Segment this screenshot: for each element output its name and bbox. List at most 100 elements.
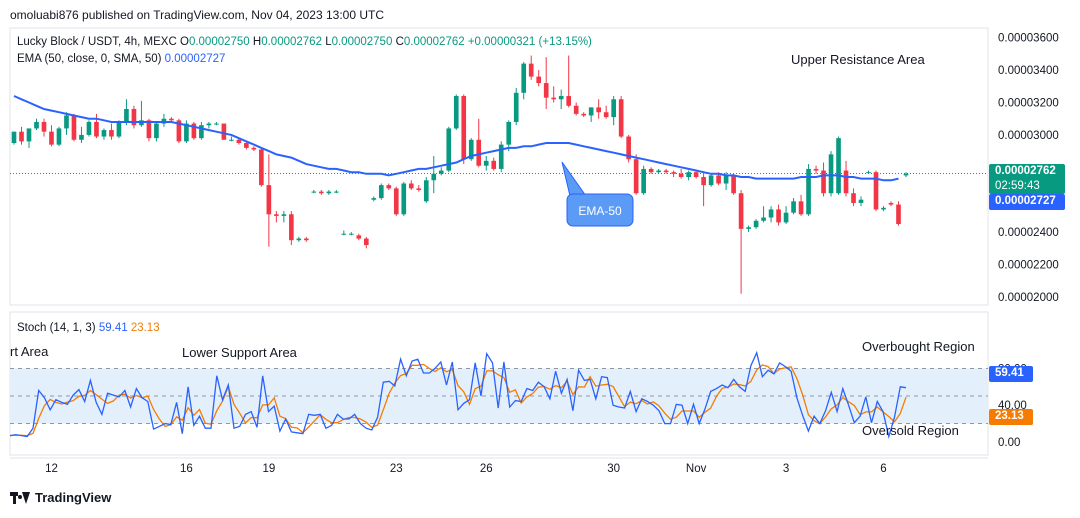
candle [34, 118, 39, 131]
candle [596, 99, 601, 119]
candle [408, 180, 414, 190]
high-value: 0.00002762 [261, 36, 322, 48]
stoch-d-value: 23.13 [130, 322, 160, 334]
candle [266, 154, 272, 247]
change-value: +0.00000321 (+13.15%) [467, 36, 592, 48]
candles [11, 55, 909, 294]
candle [813, 165, 819, 174]
candle [401, 181, 407, 216]
candle [506, 120, 512, 152]
candle [761, 206, 766, 223]
candle [551, 86, 557, 103]
candle [866, 170, 871, 174]
candle [783, 206, 789, 225]
candle [543, 57, 549, 109]
tradingview-brand[interactable]: TradingView [10, 490, 111, 505]
candle [184, 120, 189, 144]
candle [648, 167, 654, 174]
ema-line [13, 95, 899, 182]
stoch-tick-label: 0.00 [998, 437, 1020, 449]
candle [851, 188, 856, 207]
stoch-k-value: 59.41 [98, 322, 128, 334]
price-tick-label: 0.00002200 [998, 260, 1059, 272]
last-price-tag: 0.00002762 02:59:43 [989, 164, 1065, 194]
candle [888, 201, 894, 207]
candle [101, 128, 107, 140]
countdown-value: 02:59:43 [995, 180, 1040, 192]
candle [768, 206, 774, 223]
candle [686, 170, 691, 181]
candle [708, 173, 714, 187]
candle [753, 219, 759, 229]
candle [386, 183, 392, 190]
price-tick-label: 0.00002400 [998, 227, 1059, 239]
candle [491, 157, 497, 171]
candle [348, 232, 354, 236]
candle [731, 173, 736, 195]
candle [116, 120, 122, 139]
stoch-d-line [9, 363, 907, 437]
candle [438, 167, 444, 176]
candle [663, 168, 669, 174]
candle [881, 206, 886, 212]
stoch-k-line [9, 350, 907, 440]
candle [671, 170, 676, 178]
candle [828, 151, 834, 197]
candle [678, 168, 684, 179]
ema-price-tag: 0.00002727 [989, 194, 1065, 210]
candle [41, 118, 47, 137]
candle [738, 189, 744, 294]
candle [191, 121, 197, 140]
candle [558, 89, 564, 109]
candle [483, 155, 489, 171]
candle [259, 147, 264, 187]
candle [693, 170, 699, 179]
upper-resistance-label: Upper Resistance Area [791, 52, 925, 67]
open-value: 0.00002750 [188, 36, 250, 48]
candle [896, 201, 901, 226]
candle [633, 154, 639, 195]
candle [19, 126, 24, 145]
candle [498, 141, 504, 173]
callout-box [566, 193, 634, 227]
candle [124, 99, 129, 126]
candle [626, 134, 631, 163]
candle [656, 168, 661, 174]
candle [79, 126, 84, 144]
callout-pointer [561, 161, 587, 197]
callout-label: EMA-50 [578, 204, 622, 218]
open-label: O [179, 36, 189, 48]
ema-legend: EMA (50, close, 0, SMA, 50) 0.00002727 [17, 53, 225, 65]
time-tick-label: 3 [783, 463, 789, 475]
candle [11, 131, 17, 145]
price-tick-label: 0.00002000 [998, 292, 1059, 304]
candle [903, 172, 909, 178]
price-tick-label: 0.00003000 [998, 130, 1059, 142]
time-tick-label: 23 [390, 463, 403, 475]
candle [109, 123, 114, 140]
candle [641, 165, 646, 195]
candle [423, 177, 429, 203]
ema-price-value: 0.00002727 [995, 195, 1056, 207]
ema-line-group [13, 95, 899, 182]
candle [86, 120, 92, 137]
candle [154, 121, 159, 142]
candle [776, 204, 781, 226]
price-tick-label: 0.00003400 [998, 65, 1059, 77]
time-tick-label: 12 [45, 463, 58, 475]
candle [94, 113, 99, 139]
candle [513, 87, 519, 126]
candle [416, 185, 422, 192]
ema-value: 0.00002727 [164, 53, 226, 65]
candle [274, 211, 279, 223]
stoch-d-tag: 23.13 [989, 409, 1033, 425]
candle [371, 196, 377, 202]
price-tick-label: 0.00003200 [998, 98, 1059, 110]
candle [311, 189, 317, 194]
candle [26, 128, 32, 148]
time-tick-label: 6 [880, 463, 886, 475]
stoch-k-tag: 59.41 [989, 366, 1033, 382]
candle [251, 146, 257, 152]
candle [701, 172, 706, 207]
ema-callout: EMA-50 [561, 161, 634, 227]
